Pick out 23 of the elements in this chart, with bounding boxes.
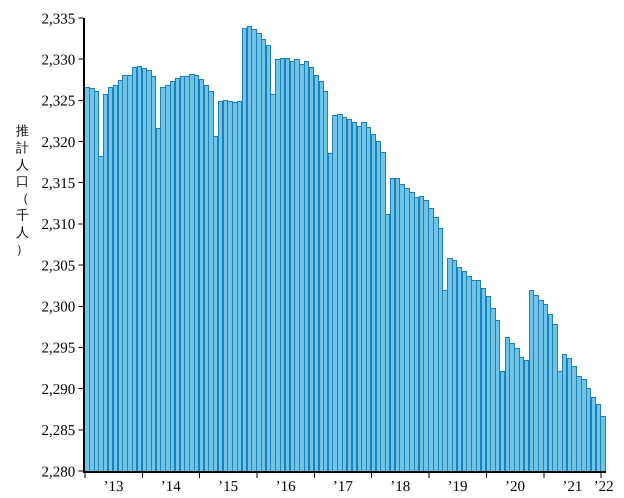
x-tick-label: ’19 (448, 478, 468, 495)
y-tick-label: 2,305 (42, 258, 76, 274)
y-tick-label: 2,310 (42, 217, 76, 234)
x-tick-label: ’15 (218, 478, 238, 495)
y-tick-label: 2,285 (42, 423, 76, 440)
x-tick-label: ’17 (332, 478, 354, 495)
x-tick-label: ’22 (594, 478, 614, 495)
y-tick-label: 2,320 (42, 134, 76, 151)
y-tick-label: 2,335 (42, 11, 76, 28)
y-tick-label: 2,315 (42, 176, 76, 192)
y-tick-label: 2,295 (42, 340, 76, 357)
x-tick-label: ’21 (562, 478, 582, 495)
y-axis-title: 推計人口（千人） (16, 124, 29, 258)
y-tick-label: 2,300 (42, 300, 76, 316)
y-tick-label: 2,290 (42, 382, 76, 398)
y-tick-label: 2,330 (42, 52, 76, 68)
y-tick-label: 2,325 (42, 94, 76, 110)
x-tick-label: ’16 (276, 478, 296, 495)
y-tick-label: 2,280 (42, 464, 76, 480)
x-tick-label: ’14 (160, 478, 182, 495)
x-tick-label: ’13 (104, 478, 124, 495)
x-tick-label: ’20 (505, 478, 526, 495)
x-tick-label: ’18 (390, 478, 410, 495)
